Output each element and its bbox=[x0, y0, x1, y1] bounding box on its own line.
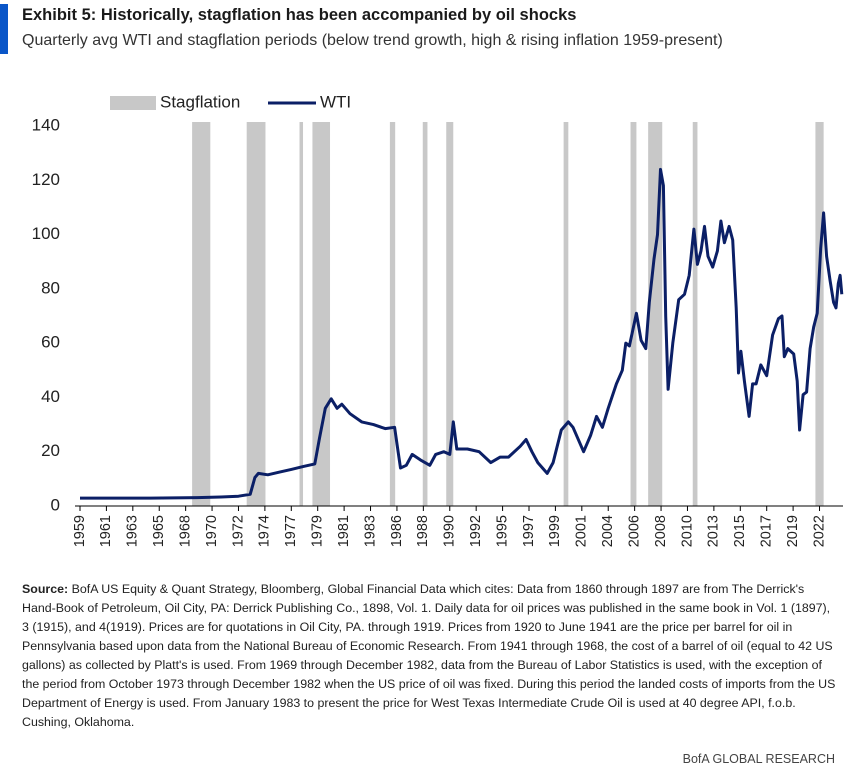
stagflation-band bbox=[312, 122, 331, 506]
y-tick-label: 20 bbox=[41, 441, 60, 460]
source-note: Source: BofA US Equity & Quant Strategy,… bbox=[22, 580, 837, 732]
y-tick-label: 0 bbox=[51, 495, 60, 514]
source-text: BofA US Equity & Quant Strategy, Bloombe… bbox=[22, 582, 836, 729]
legend-label: Stagflation bbox=[160, 92, 240, 111]
x-tick-label: 1972 bbox=[230, 515, 246, 547]
x-tick-label: 2006 bbox=[626, 515, 642, 547]
y-tick-label: 80 bbox=[41, 278, 60, 297]
chart: Stagflation WTI 0 20 40 60 80 100 120 140 1959 1961… bbox=[32, 92, 844, 547]
x-tick-label: 1992 bbox=[468, 515, 484, 547]
source-label: Source: bbox=[22, 582, 69, 596]
x-tick-label: 2015 bbox=[732, 515, 748, 547]
stagflation-band bbox=[815, 122, 824, 506]
x-tick-label: 2001 bbox=[574, 515, 590, 547]
y-tick-label: 60 bbox=[41, 333, 60, 352]
accent-bar bbox=[0, 4, 8, 54]
x-tick-label: 1963 bbox=[125, 515, 141, 547]
x-tick-label: 1995 bbox=[494, 515, 510, 547]
x-tick-label: 2004 bbox=[600, 515, 616, 547]
x-tick-label: 1965 bbox=[151, 515, 167, 547]
x-tick-label: 1981 bbox=[336, 515, 352, 547]
y-tick-label: 100 bbox=[32, 224, 60, 243]
x-tick-label: 1999 bbox=[547, 515, 563, 547]
stagflation-band bbox=[630, 122, 637, 506]
x-tick-label: 1977 bbox=[283, 515, 299, 547]
title: Exhibit 5: Historically, stagflation has… bbox=[22, 6, 577, 24]
stagflation-band bbox=[563, 122, 569, 506]
x-tick-label: 1959 bbox=[72, 515, 88, 547]
x-tick-label: 1988 bbox=[415, 515, 431, 547]
x-tick-label: 2013 bbox=[706, 515, 722, 547]
brand: BofA GLOBAL RESEARCH bbox=[682, 752, 835, 766]
x-tick-label: 1979 bbox=[310, 515, 326, 547]
x-tick-label: 2010 bbox=[679, 515, 695, 547]
wti-line bbox=[80, 167, 844, 500]
y-tick-label: 120 bbox=[32, 170, 60, 189]
x-tick-label: 1983 bbox=[362, 515, 378, 547]
x-tick-label: 1961 bbox=[98, 515, 114, 547]
x-tick-label: 1990 bbox=[442, 515, 458, 547]
subtitle: Quarterly avg WTI and stagflation period… bbox=[22, 32, 723, 49]
stagflation-band bbox=[246, 122, 266, 506]
x-tick-label: 1997 bbox=[521, 515, 537, 547]
x-tick-label: 1968 bbox=[177, 515, 193, 547]
legend-swatch bbox=[110, 96, 156, 110]
stagflation-band bbox=[692, 122, 698, 506]
x-tick-label: 1986 bbox=[389, 515, 405, 547]
y-tick-label: 40 bbox=[41, 387, 60, 406]
x-tick-label: 2022 bbox=[811, 515, 827, 547]
stagflation-band bbox=[389, 122, 396, 506]
x-tick-label: 2017 bbox=[759, 515, 775, 547]
x-tick-label: 2008 bbox=[653, 515, 669, 547]
stagflation-band bbox=[192, 122, 211, 506]
x-tick-label: 1970 bbox=[204, 515, 220, 547]
stagflation-band bbox=[446, 122, 454, 506]
legend-label: WTI bbox=[320, 92, 351, 111]
y-tick-label: 140 bbox=[32, 115, 60, 134]
x-tick-label: 2019 bbox=[785, 515, 801, 547]
stagflation-band bbox=[422, 122, 428, 506]
x-tick-label: 1974 bbox=[257, 515, 273, 547]
stagflation-band bbox=[299, 122, 304, 506]
